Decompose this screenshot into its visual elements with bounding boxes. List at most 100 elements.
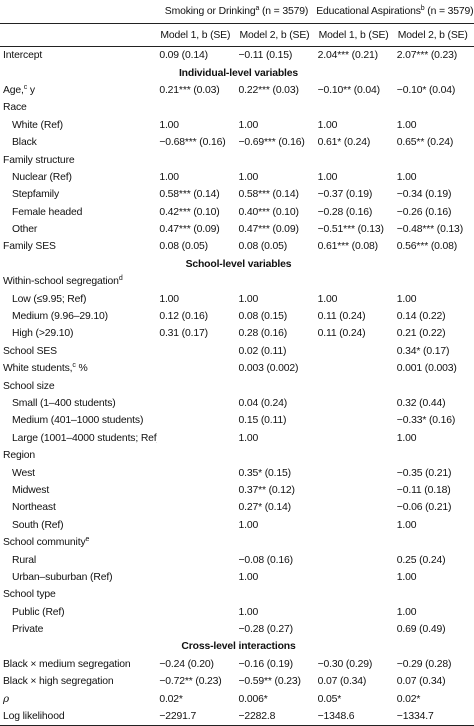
table-cell: 0.08 (0.05) [159,241,208,253]
table-row: Large (1001–4000 students; Ref) 1.00 1.00 [0,430,474,447]
table-row: Age,c y 0.21*** (0.03) 0.22*** (0.03) −0.10… [0,82,474,99]
table-cell: −0.26 (0.16) [396,206,452,218]
table-cell: −0.72** (0.23) [159,676,222,688]
table-cell: −1334.7 [394,707,474,726]
table-cell [316,586,395,603]
table-row: Medium (401–1000 students) 0.15 (0.11) −0.… [0,412,474,429]
table-cell: −0.30 (0.29) [317,658,373,670]
table-row: ρ 0.02* 0.006* 0.05* 0.02* [0,690,474,707]
section-title: Cross-level interactions [181,641,296,653]
table-row: Rural −0.08 (0.16) 0.25 (0.24) [0,551,474,568]
row-label: Northeast [12,502,56,514]
table-cell [157,377,236,394]
table-cell: 1.00 [317,171,338,183]
table-cell: 0.47*** (0.09) [238,224,299,236]
table-cell [236,447,315,464]
table-cell [157,499,236,516]
section-header-row: Individual-level variables [0,64,474,81]
table-cell [236,534,315,551]
row-label: School SES [3,345,57,357]
row-label: Region [3,450,36,462]
table-cell [316,343,395,360]
row-label: Rural [12,554,37,566]
table-row: Black × medium segregation −0.24 (0.20) −0… [0,656,474,673]
row-label: Female headed [12,206,83,218]
table-cell: 0.08 (0.15) [238,311,288,323]
table-cell [157,586,236,603]
table-cell: 0.02* [159,693,183,705]
table-cell [316,569,395,586]
table-cell [157,430,236,447]
row-label: White (Ref) [12,119,63,131]
table-cell [157,569,236,586]
header-educational-aspirations: Educational Aspirationsb (n = 3579) [315,0,474,24]
row-label: West [12,467,35,479]
header-model2-aspirations: Model 2, b (SE) [394,23,474,47]
table-cell [395,534,474,551]
section-header-row: Cross-level interactions [0,638,474,655]
table-cell [316,551,395,568]
table-cell: 1.00 [238,519,259,531]
table-cell: 0.47*** (0.09) [159,224,220,236]
table-row: South (Ref) 1.00 1.00 [0,517,474,534]
table-cell: 1.00 [238,171,259,183]
row-label: Intercept [3,50,43,62]
header-model-row: Model 1, b (SE) Model 2, b (SE) Model 1,… [0,23,474,47]
table-cell: −0.06 (0.21) [396,502,452,514]
table-cell: 0.09 (0.14) [159,50,208,62]
table-row: Intercept 0.09 (0.14) −0.11 (0.15) 2.04*** … [0,47,474,65]
table-cell [316,412,395,429]
row-label: Other [12,224,38,236]
row-label: Family SES [3,241,56,253]
table-cell [157,464,236,481]
table-cell: 1.00 [159,171,179,183]
table-cell: 0.58*** (0.14) [159,189,220,201]
row-label: Large (1001–4000 students; Ref) [12,432,158,444]
table-cell: 0.006* [238,693,268,705]
table-cell: 0.61* (0.24) [317,137,371,149]
table-cell [157,273,236,290]
table-row: Small (1–400 students) 0.04 (0.24) 0.32 (0… [0,395,474,412]
table-cell [157,621,236,638]
header-model1-smoking: Model 1, b (SE) [157,23,237,47]
row-label: Black [12,137,37,149]
table-row: Low (≤9.95; Ref) 1.00 1.00 1.00 1.00 [0,290,474,307]
table-cell: −0.11 (0.15) [238,50,293,62]
table-cell: 1.00 [238,119,259,131]
table-row: Other 0.47*** (0.09) 0.47*** (0.09) −0.51**… [0,221,474,238]
row-label: South (Ref) [12,519,64,531]
table-row: Within-school segregationd [0,273,474,290]
table-cell [157,447,236,464]
table-row: School type [0,586,474,603]
table-cell [236,99,315,116]
table-cell: 0.25 (0.24) [396,554,446,566]
table-cell: −0.33* (0.16) [396,415,456,427]
table-cell: 1.00 [396,293,417,305]
table-cell: −0.10** (0.04) [317,84,380,96]
table-cell [395,273,474,290]
table-cell: 0.07 (0.34) [396,676,446,688]
row-label: School communitye [3,536,90,549]
table-cell [316,360,395,377]
table-cell: 0.12 (0.16) [159,311,208,323]
table-row: High (>29.10) 0.31 (0.17) 0.28 (0.16) 0.11 … [0,325,474,342]
table-cell: −0.68*** (0.16) [159,137,226,149]
table-row: Medium (9.96–29.10) 0.12 (0.16) 0.08 (0.15… [0,308,474,325]
table-cell: 0.04 (0.24) [238,398,288,409]
table-row: Black × high segregation −0.72** (0.23) −0… [0,673,474,690]
table-cell [236,586,315,603]
table-row: Northeast 0.27* (0.14) −0.06 (0.21) [0,499,474,516]
table-cell: 0.21*** (0.03) [159,84,220,96]
table-row: Stepfamily 0.58*** (0.14) 0.58*** (0.14) −0… [0,186,474,203]
table-cell [316,430,395,447]
table-cell [395,447,474,464]
table-cell [316,534,395,551]
table-cell: −1348.6 [315,707,395,726]
table-row: Female headed 0.42*** (0.10) 0.40*** (0.10… [0,204,474,221]
table-row: Nuclear (Ref) 1.00 1.00 1.00 1.00 [0,169,474,186]
row-label: School type [3,589,56,601]
row-label: Black × medium segregation [3,658,131,670]
table-cell: 1.00 [238,606,259,618]
table-cell: −2291.7 [157,707,237,726]
table-cell [236,273,315,290]
